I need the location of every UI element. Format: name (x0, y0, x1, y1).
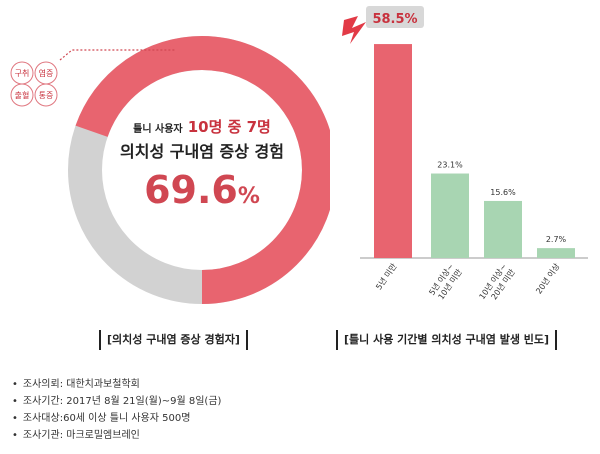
leader-line (59, 49, 176, 61)
lightning-icon (342, 16, 366, 44)
bar (374, 44, 412, 258)
symptom-bubble (10, 83, 34, 107)
survey-notes: 조사의뢰: 대한치과보철학회 조사기간: 2017년 8월 21일(월)~9월 … (12, 376, 222, 444)
bar (537, 248, 575, 258)
bar (484, 200, 522, 258)
symptom-label: 출혈 (15, 90, 30, 100)
headline-main: 의치성 구내염 증상 경험 (120, 142, 284, 161)
symptom-label: 염증 (39, 69, 54, 78)
value-label-box (366, 6, 424, 28)
donut-caption: [의치성 구내염 증상 경험자] (99, 330, 248, 350)
category-label: 10년 이상~20년 미만 (477, 261, 518, 307)
note-item: 조사대상:60세 이상 틀니 사용자 500명 (12, 410, 221, 427)
donut-value-arc (68, 36, 330, 304)
note-item: 조사기간: 2017년 8월 21일(월)~9월 8일(금) (12, 393, 222, 410)
value-label: 2.7% (546, 235, 567, 244)
big-value-number: 69.6 (144, 168, 238, 212)
note-item: 조사기관: 마크로밀엠브레인 (12, 427, 221, 444)
category-label: 5년 미만 (373, 261, 399, 292)
big-value-unit: % (237, 184, 260, 209)
value-label: 15.6% (490, 188, 516, 197)
symptom-label: 구취 (15, 69, 30, 78)
bar-caption: [틀니 사용 기간별 의치성 구내염 발생 빈도] (336, 330, 558, 350)
value-label: 58.5% (372, 12, 417, 27)
symptom-bubble (34, 83, 58, 107)
bar-chart: 58.5% 5년 미만 23.1% 5년 이상~10년 미만 15.6% 10년 이상~2… (342, 6, 588, 307)
headline-small: 틀니 사용자 (133, 124, 183, 135)
value-label: 23.1% (437, 161, 463, 170)
bar (431, 173, 469, 258)
headline-red: 10명 중 7명 (187, 118, 271, 136)
category-label: 20년 이상 (533, 261, 562, 296)
donut-headline: 틀니 사용자 10명 중 7명 (97, 116, 307, 137)
category-label: 5년 이상~10년 미만 (427, 261, 465, 303)
symptom-label: 통증 (39, 91, 54, 100)
note-item: 조사의뢰: 대한치과보철학회 (12, 376, 221, 393)
big-value: 69.6% (97, 168, 307, 212)
